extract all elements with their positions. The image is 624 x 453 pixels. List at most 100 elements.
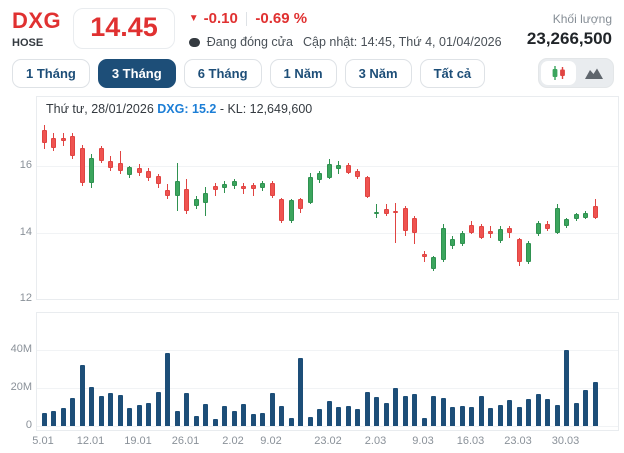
area-view-button[interactable] (576, 61, 611, 85)
candle[interactable] (402, 207, 408, 231)
candle[interactable] (136, 167, 142, 173)
candle[interactable] (393, 210, 398, 213)
volume-bar[interactable] (174, 410, 180, 426)
volume-panel[interactable] (36, 312, 619, 431)
volume-bar[interactable] (535, 393, 541, 426)
candle[interactable] (60, 137, 66, 142)
volume-bar[interactable] (402, 395, 408, 426)
volume-bar[interactable] (241, 404, 246, 426)
candle[interactable] (155, 176, 161, 185)
volume-bar[interactable] (212, 419, 218, 426)
candle[interactable] (70, 136, 75, 157)
candle[interactable] (412, 217, 417, 233)
candle[interactable] (212, 186, 218, 191)
candle[interactable] (79, 147, 85, 183)
volume-bar[interactable] (478, 395, 484, 426)
volume-bar[interactable] (545, 399, 550, 426)
volume-bar[interactable] (450, 407, 455, 426)
volume-bar[interactable] (98, 395, 104, 426)
tab-1-tháng[interactable]: 1 Tháng (12, 58, 90, 88)
volume-bar[interactable] (459, 406, 465, 426)
volume-bar[interactable] (317, 408, 322, 426)
tab-6-tháng[interactable]: 6 Tháng (183, 58, 262, 88)
volume-bar[interactable] (564, 350, 569, 426)
volume-bar[interactable] (108, 392, 113, 426)
volume-bar[interactable] (60, 407, 66, 426)
volume-bar[interactable] (393, 388, 398, 426)
volume-bar[interactable] (117, 394, 123, 426)
volume-bar[interactable] (203, 404, 208, 426)
candle[interactable] (108, 161, 113, 168)
volume-bar[interactable] (554, 405, 560, 426)
volume-bar[interactable] (79, 365, 85, 426)
volume-bar[interactable] (526, 399, 531, 426)
tab-1-năm[interactable]: 1 Năm (269, 58, 337, 88)
candle[interactable] (241, 186, 246, 190)
candle[interactable] (573, 214, 579, 220)
candle[interactable] (421, 254, 427, 258)
candle[interactable] (250, 185, 256, 190)
candle[interactable] (231, 181, 237, 187)
volume-bar[interactable] (421, 418, 427, 426)
candle[interactable] (146, 171, 151, 178)
volume-bar[interactable] (516, 407, 522, 426)
candle[interactable] (127, 166, 132, 176)
candle[interactable] (345, 165, 351, 173)
candle[interactable] (535, 222, 541, 235)
candle[interactable] (165, 190, 170, 196)
volume-bar[interactable] (269, 392, 275, 426)
volume-bar[interactable] (355, 408, 360, 426)
volume-bar[interactable] (583, 389, 588, 426)
volume-bar[interactable] (184, 392, 189, 426)
candle[interactable] (193, 199, 199, 206)
volume-bar[interactable] (374, 396, 379, 426)
volume-bar[interactable] (41, 412, 47, 426)
volume-bar[interactable] (383, 403, 389, 426)
candle[interactable] (203, 192, 208, 203)
volume-bar[interactable] (127, 407, 132, 426)
tab-3-năm[interactable]: 3 Năm (344, 58, 412, 88)
candle[interactable] (98, 147, 104, 162)
volume-bar[interactable] (412, 393, 417, 426)
candle[interactable] (374, 211, 379, 215)
candle[interactable] (497, 229, 503, 241)
volume-bar[interactable] (307, 416, 313, 426)
volume-bar[interactable] (497, 405, 503, 426)
candle[interactable] (554, 207, 560, 233)
candle[interactable] (336, 165, 341, 170)
volume-bar[interactable] (573, 403, 579, 426)
volume-bar[interactable] (507, 400, 512, 426)
volume-bar[interactable] (345, 406, 351, 426)
volume-bar[interactable] (469, 407, 474, 426)
volume-bar[interactable] (592, 381, 598, 426)
candle[interactable] (307, 177, 313, 203)
candle[interactable] (279, 199, 284, 221)
volume-bar[interactable] (250, 413, 256, 426)
candle[interactable] (507, 227, 512, 233)
candle[interactable] (184, 189, 189, 211)
volume-bar[interactable] (260, 412, 265, 426)
candle[interactable] (564, 219, 569, 226)
candle[interactable] (488, 230, 493, 235)
candle[interactable] (174, 181, 180, 196)
volume-bar[interactable] (155, 391, 161, 426)
candle[interactable] (41, 129, 47, 143)
volume-bar[interactable] (431, 395, 436, 426)
candle[interactable] (326, 163, 332, 178)
price-panel[interactable]: Thứ tư, 28/01/2026 DXG: 15.2 - KL: 12,64… (36, 96, 619, 300)
candle[interactable] (298, 199, 303, 210)
candle[interactable] (364, 176, 370, 197)
candle[interactable] (450, 239, 455, 246)
candle[interactable] (317, 173, 322, 181)
volume-bar[interactable] (364, 391, 370, 426)
tab-3-tháng[interactable]: 3 Tháng (97, 58, 176, 88)
volume-bar[interactable] (222, 406, 227, 426)
volume-bar[interactable] (51, 410, 56, 426)
candle[interactable] (288, 200, 294, 221)
volume-bar[interactable] (231, 410, 237, 426)
candlestick-view-button[interactable] (541, 61, 576, 85)
candle[interactable] (440, 227, 446, 261)
candle[interactable] (469, 224, 474, 233)
candle[interactable] (478, 225, 484, 238)
volume-bar[interactable] (488, 407, 493, 426)
